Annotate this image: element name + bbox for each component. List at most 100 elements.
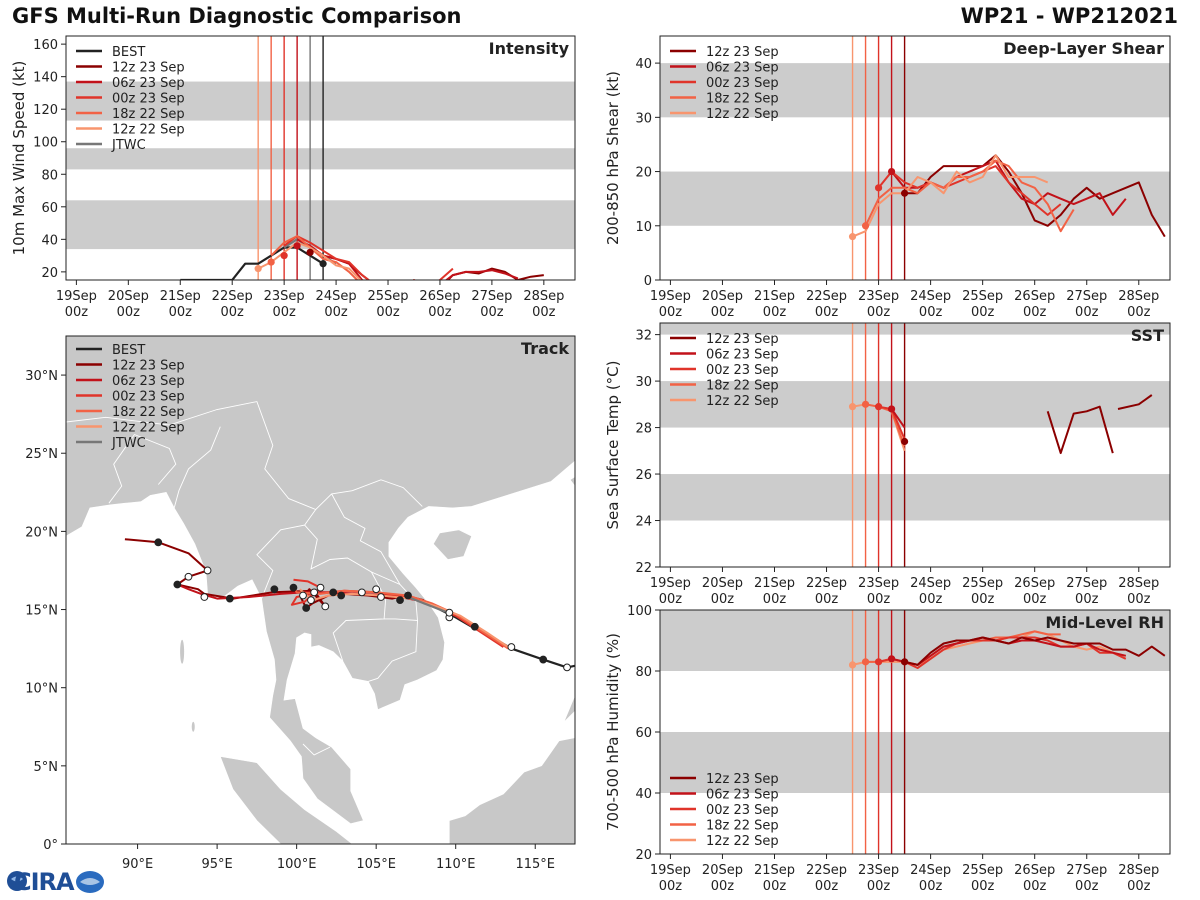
shear-legend-label: 18z 22 Sep — [706, 92, 779, 107]
sst-legend-label: 18z 22 Sep — [706, 379, 779, 394]
sst-marker — [900, 437, 909, 446]
sst-ytick-label: 24 — [635, 515, 652, 530]
shear-panel: 01020304019Sep00z20Sep00z21Sep00z22Sep00… — [604, 35, 1171, 320]
intensity-series-line — [180, 246, 324, 280]
intensity-ytick-label: 160 — [33, 38, 58, 53]
sst-xtick-day: 23Sep — [858, 576, 899, 591]
track-point — [357, 588, 366, 597]
track-point — [310, 588, 319, 597]
intensity-xtick-hour: 00z — [532, 305, 556, 320]
shear-xtick-day: 27Sep — [1066, 289, 1107, 304]
intensity-marker — [306, 248, 314, 256]
track-point — [270, 585, 279, 594]
rh-xtick-day: 25Sep — [962, 863, 1003, 878]
intensity-series-line — [257, 241, 362, 280]
border-line — [371, 571, 418, 621]
track-plot-area — [66, 336, 575, 844]
border-line — [108, 433, 177, 504]
sst-xtick-day: 27Sep — [1066, 576, 1107, 591]
track-point — [173, 580, 182, 589]
sst-ytick-label: 30 — [635, 375, 652, 390]
sst-panel-title: SST — [1131, 326, 1164, 345]
track-point — [289, 583, 298, 592]
sst-legend-label: 12z 23 Sep — [706, 332, 779, 347]
track-ytick-label: 20°N — [25, 525, 58, 540]
sst-series-line — [1046, 405, 1114, 455]
hainan — [433, 529, 472, 560]
intensity-xtick-day: 19Sep — [56, 289, 97, 304]
sst-ytick-label: 32 — [635, 329, 652, 344]
coast-edge — [569, 476, 575, 487]
intensity-marker — [319, 260, 327, 268]
shear-xtick-hour: 00z — [815, 305, 839, 320]
sst-marker — [861, 400, 870, 408]
rh-ytick-label: 100 — [627, 604, 652, 619]
intensity-xtick-day: 25Sep — [367, 289, 408, 304]
intensity-xtick-hour: 00z — [376, 305, 400, 320]
page-title: GFS Multi-Run Diagnostic Comparison — [12, 4, 462, 28]
rh-xtick-day: 20Sep — [702, 863, 743, 878]
intensity-xtick-hour: 00z — [117, 305, 141, 320]
intensity-plot-area — [66, 36, 575, 280]
track-point — [299, 591, 307, 600]
shear-plot-area — [660, 36, 1170, 280]
track-ytick-label: 0° — [43, 838, 58, 853]
track-legend-label: JTWC — [111, 436, 146, 451]
intensity-xtick-day: 24Sep — [316, 289, 357, 304]
track-point — [470, 622, 479, 631]
track-point — [337, 591, 346, 600]
sst-xtick-hour: 00z — [867, 592, 891, 607]
track-frame — [65, 335, 576, 845]
rh-xtick-hour: 00z — [711, 879, 735, 894]
shear-xtick-day: 23Sep — [858, 289, 899, 304]
sst-xtick-hour: 00z — [1127, 592, 1151, 607]
shear-ylabel: 200-850 hPa Shear (kt) — [604, 71, 622, 245]
shear-series-line — [852, 154, 1049, 238]
track-point — [307, 596, 315, 605]
track-point — [200, 593, 209, 601]
track-point — [302, 604, 311, 612]
rh-legend-label: 12z 22 Sep — [706, 834, 779, 849]
rh-ylabel: 700-500 hPa Humidity (%) — [604, 633, 622, 831]
intensity-legend-label: JTWC — [111, 138, 146, 153]
border-line — [302, 743, 331, 756]
shear-series-line — [864, 159, 1075, 233]
rh-xtick-hour: 00z — [815, 879, 839, 894]
globe-swirl-icon — [11, 876, 23, 882]
shear-ytick-label: 10 — [635, 220, 652, 235]
shear-frame — [659, 35, 1171, 281]
intensity-xtick-day: 28Sep — [523, 289, 564, 304]
sst-xtick-day: 26Sep — [1014, 576, 1055, 591]
sst-series-line — [890, 408, 906, 429]
rh-ytick-label: 20 — [635, 848, 652, 863]
sst-band — [660, 381, 1170, 428]
intensity-legend-label: BEST — [112, 45, 145, 60]
rh-marker — [848, 661, 857, 669]
shear-xtick-day: 24Sep — [910, 289, 951, 304]
track-xtick-label: 115°E — [515, 857, 555, 872]
rh-marker — [874, 658, 883, 666]
rh-xtick-hour: 00z — [659, 879, 683, 894]
track-ytick-label: 15°N — [25, 604, 58, 619]
intensity-panel-title: Intensity — [489, 39, 570, 58]
intensity-ytick-label: 60 — [41, 201, 58, 216]
sst-xtick-hour: 00z — [971, 592, 995, 607]
track-point — [377, 593, 385, 601]
shear-xtick-hour: 00z — [659, 305, 683, 320]
rh-xtick-hour: 00z — [1127, 879, 1151, 894]
intensity-xtick-hour: 00z — [324, 305, 348, 320]
rh-ytick-label: 80 — [635, 665, 652, 680]
shear-xtick-day: 21Sep — [754, 289, 795, 304]
sst-xtick-day: 24Sep — [910, 576, 951, 591]
track-legend-label: 12z 22 Sep — [112, 421, 185, 436]
intensity-xtick-day: 22Sep — [212, 289, 253, 304]
track-point — [445, 608, 454, 617]
shear-xtick-hour: 00z — [919, 305, 943, 320]
intensity-xtick-day: 27Sep — [471, 289, 512, 304]
border-line — [331, 493, 401, 585]
shear-ytick-label: 0 — [644, 274, 652, 289]
intensity-ytick-label: 100 — [33, 136, 58, 151]
track-xtick-label: 95°E — [201, 857, 232, 872]
intensity-xtick-day: 21Sep — [160, 289, 201, 304]
